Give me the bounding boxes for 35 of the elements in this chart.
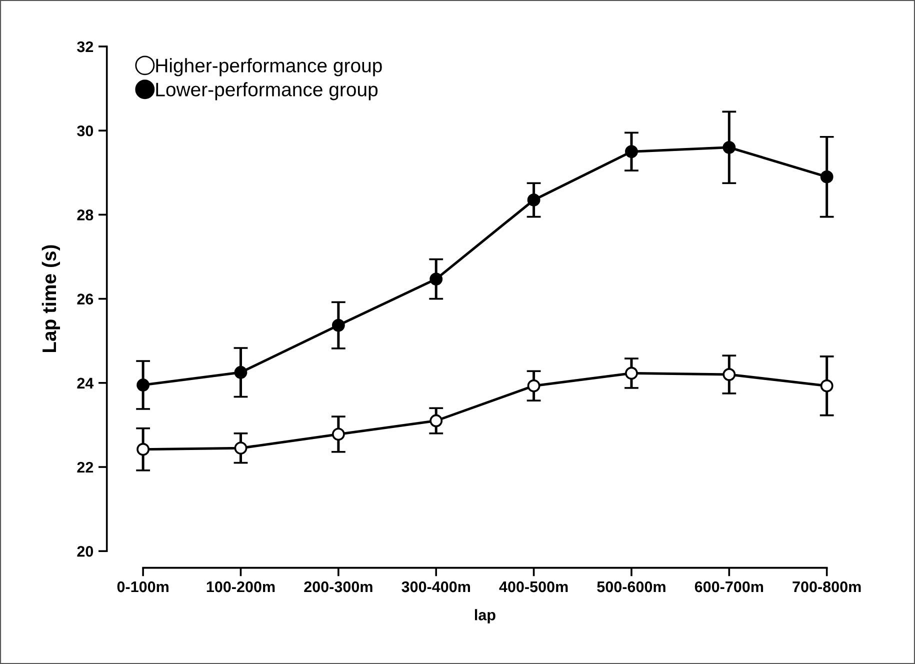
point: [527, 379, 540, 392]
y-tick-label: 22: [77, 462, 94, 473]
point: [625, 366, 638, 380]
x-tick-label: 400-500m: [499, 581, 568, 592]
y-axis-title: Lap time (s): [42, 245, 60, 352]
x-tick-label: 700-800m: [792, 581, 861, 592]
point: [625, 145, 638, 158]
x-tick-label: 100-200m: [206, 581, 275, 592]
point: [332, 318, 345, 332]
point: [430, 414, 443, 428]
y-tick-label: 30: [77, 125, 94, 136]
point: [136, 378, 150, 392]
x-tick-label: 500-600m: [597, 581, 666, 592]
point: [136, 442, 150, 456]
legend-label: Higher-performance group: [156, 58, 382, 76]
point: [722, 368, 736, 381]
y-tick-label: 32: [77, 41, 94, 52]
point: [820, 379, 834, 392]
point: [234, 366, 248, 379]
point: [820, 170, 834, 184]
point: [722, 140, 736, 154]
x-tick-label: 600-700m: [694, 581, 764, 592]
x-tick-label: 300-400m: [402, 581, 470, 592]
x-tick-label: 200-300m: [304, 581, 372, 592]
x-tick-label: 0-100m: [117, 581, 168, 592]
x-axis-title: lap: [474, 609, 496, 624]
y-tick-label: 24: [77, 378, 94, 388]
y-tick-label: 26: [77, 294, 94, 304]
point: [527, 194, 540, 206]
point: [430, 272, 443, 286]
y-tick-label: 28: [77, 210, 94, 220]
legend-label: Lower-performance group: [156, 82, 378, 100]
point: [234, 442, 248, 455]
y-tick-label: 20: [77, 546, 94, 557]
point: [332, 428, 345, 441]
